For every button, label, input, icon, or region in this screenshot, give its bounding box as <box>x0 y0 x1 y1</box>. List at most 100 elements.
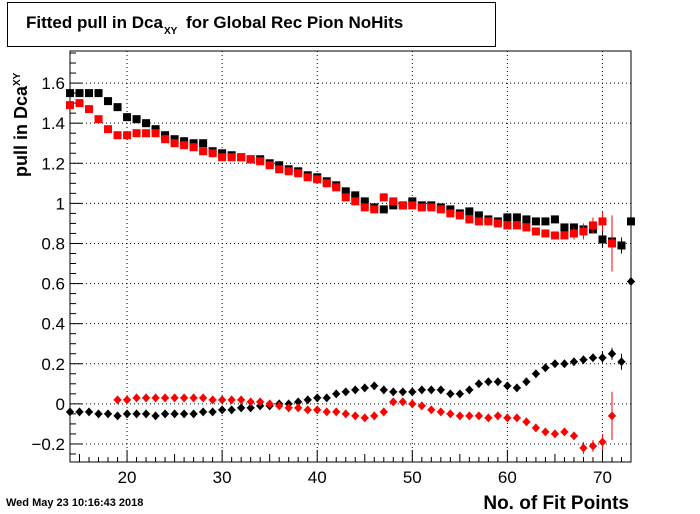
data-point <box>465 215 474 224</box>
data-point <box>303 395 312 405</box>
data-point <box>351 411 360 421</box>
data-point <box>474 379 483 389</box>
data-point <box>180 409 189 419</box>
data-point <box>142 409 151 419</box>
data-point <box>85 89 94 98</box>
data-point <box>199 147 208 156</box>
data-point <box>113 395 122 405</box>
data-point <box>465 411 474 421</box>
data-point <box>341 387 350 397</box>
x-tick-label: 60 <box>498 468 517 487</box>
data-point <box>218 405 227 415</box>
y-tick-label: 0 <box>56 395 65 414</box>
data-point <box>541 427 550 437</box>
data-point <box>531 423 540 433</box>
data-point <box>208 149 217 158</box>
data-point <box>370 381 379 391</box>
data-point <box>341 193 350 202</box>
data-point <box>370 205 379 214</box>
data-point <box>379 385 388 395</box>
data-point <box>351 385 360 395</box>
y-tick-label: 0.2 <box>41 355 65 374</box>
data-point <box>294 397 303 407</box>
data-point <box>265 399 274 409</box>
data-point <box>427 203 436 212</box>
data-point <box>246 403 255 413</box>
data-point <box>189 393 198 403</box>
series-1 <box>66 99 616 272</box>
data-point <box>104 125 113 134</box>
data-point <box>379 193 388 202</box>
data-point <box>455 411 464 421</box>
data-point <box>218 395 227 405</box>
data-point <box>503 221 512 230</box>
data-point <box>237 403 246 413</box>
data-point <box>123 395 132 405</box>
data-point <box>465 207 474 216</box>
data-point <box>389 387 398 397</box>
data-point <box>322 393 331 403</box>
data-point <box>550 231 559 240</box>
data-point <box>104 97 113 106</box>
data-point <box>560 231 569 240</box>
data-point <box>227 395 236 405</box>
series-0 <box>66 89 635 258</box>
data-point <box>75 89 84 98</box>
data-point <box>579 443 588 453</box>
data-point <box>142 129 151 138</box>
data-point <box>446 205 455 214</box>
data-point <box>617 241 626 250</box>
data-point <box>560 359 569 369</box>
data-point <box>579 355 588 365</box>
data-point <box>66 101 74 110</box>
data-point <box>199 407 208 417</box>
data-point <box>598 353 607 363</box>
data-point <box>161 393 170 403</box>
data-point <box>341 409 350 419</box>
data-point <box>180 141 189 150</box>
y-tick-label: 1.6 <box>41 74 65 93</box>
data-point <box>417 385 426 395</box>
data-point <box>560 427 569 437</box>
data-point <box>531 369 540 379</box>
chart-title: Fitted pull in DcaXY for Global Rec Pion… <box>26 13 403 37</box>
y-tick-label: 1 <box>56 194 65 213</box>
data-point <box>199 139 208 148</box>
x-tick-label: 30 <box>213 468 232 487</box>
data-point <box>332 389 341 399</box>
series-3 <box>113 391 616 454</box>
x-tick-label: 20 <box>118 468 137 487</box>
data-point <box>522 377 531 387</box>
data-point <box>598 217 607 226</box>
data-point <box>227 405 236 415</box>
data-point <box>446 389 455 399</box>
data-point <box>351 191 360 200</box>
data-point <box>180 393 189 403</box>
data-point <box>180 137 189 146</box>
data-point <box>512 383 521 393</box>
x-tick-label: 70 <box>593 468 612 487</box>
data-point <box>360 203 369 212</box>
data-point <box>94 409 103 419</box>
data-point <box>332 183 341 192</box>
data-point <box>617 357 626 367</box>
data-point <box>170 409 179 419</box>
data-point <box>541 229 550 238</box>
data-point <box>75 99 84 108</box>
data-point <box>427 405 436 415</box>
data-point <box>132 409 141 419</box>
data-point <box>66 89 74 98</box>
y-tick-label: 0.4 <box>41 315 65 334</box>
data-point <box>531 217 540 226</box>
data-marks <box>66 89 635 454</box>
data-point <box>294 169 303 178</box>
data-point <box>94 89 103 98</box>
data-point <box>484 377 493 387</box>
axes: 20 30 40 50 60 70 −0.2 0 0.2 0.4 0.6 0.8 1 1.2 1.4 1.6 <box>31 50 632 487</box>
data-point <box>132 393 141 403</box>
data-point <box>161 135 170 144</box>
data-point <box>332 407 341 417</box>
data-point <box>189 409 198 419</box>
data-point <box>503 381 512 391</box>
y-tick-label: 0.8 <box>41 234 65 253</box>
